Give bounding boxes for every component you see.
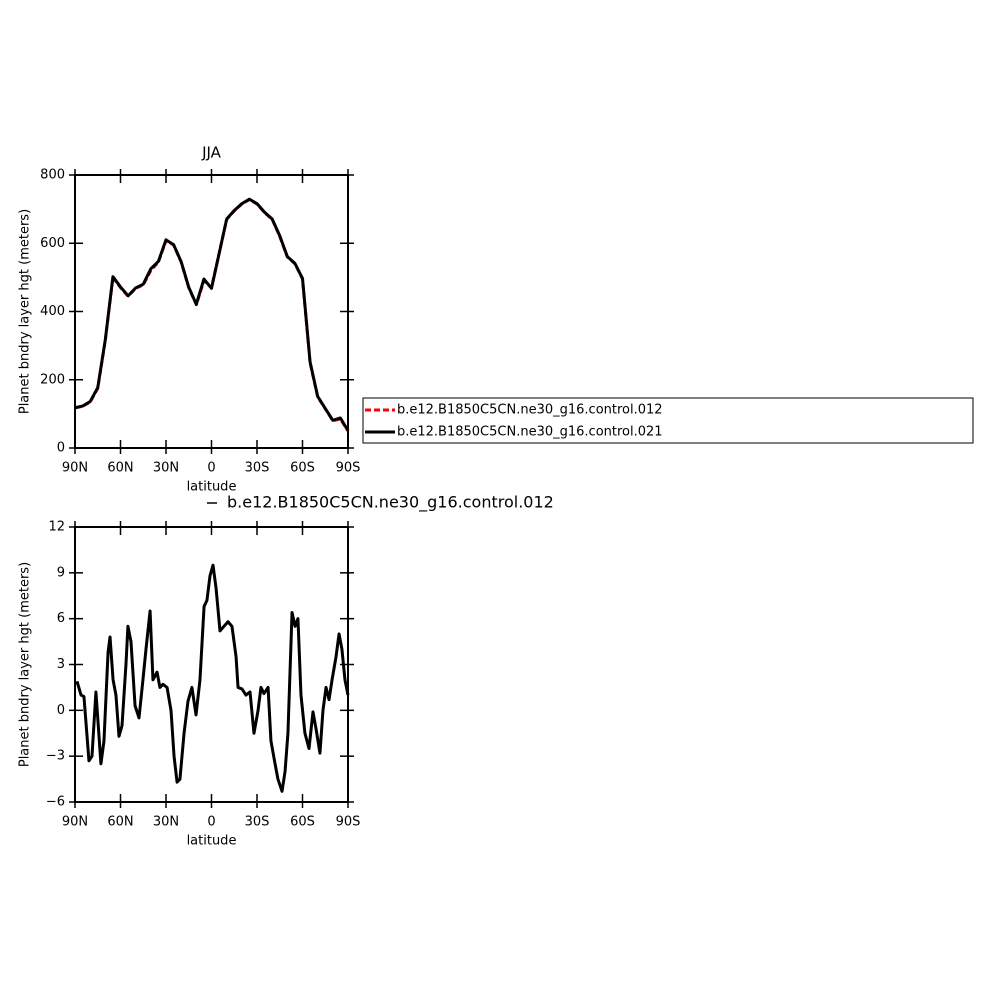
y-tick-label: 800	[40, 168, 65, 183]
x-tick-label: 30N	[153, 461, 179, 476]
series-line	[74, 197, 350, 432]
x-tick-label: 90N	[62, 461, 88, 476]
x-tick-label: 90S	[336, 461, 361, 476]
y-tick-label: 0	[57, 441, 65, 456]
x-axis-label: latitude	[187, 480, 237, 495]
x-tick-label: 0	[207, 815, 215, 830]
y-tick-label: 600	[40, 236, 65, 251]
legend-label: b.e12.B1850C5CN.ne30_g16.control.021	[397, 425, 663, 440]
series-line	[75, 563, 350, 793]
plot-frame	[74, 174, 349, 449]
y-tick-label: 200	[40, 372, 65, 387]
y-tick-label: −3	[46, 749, 65, 764]
y-axis-label: Planet bndry layer hgt (meters)	[18, 209, 33, 414]
x-tick-label: 90S	[336, 815, 361, 830]
x-axis-label: latitude	[187, 834, 237, 849]
x-tick-label: 60S	[290, 461, 315, 476]
x-tick-label: 60N	[107, 815, 133, 830]
x-tick-label: 90N	[62, 815, 88, 830]
x-tick-label: 30S	[245, 461, 270, 476]
y-tick-label: 6	[57, 611, 65, 626]
y-tick-label: 12	[48, 520, 65, 535]
legend-box	[362, 397, 974, 444]
x-tick-label: 30N	[153, 815, 179, 830]
y-tick-label: 9	[57, 565, 65, 580]
y-tick-label: 3	[57, 657, 65, 672]
y-axis-label: Planet bndry layer hgt (meters)	[18, 562, 33, 767]
x-tick-label: 60S	[290, 815, 315, 830]
x-tick-label: 0	[207, 461, 215, 476]
chart-title: JJA	[201, 144, 222, 162]
legend-label: b.e12.B1850C5CN.ne30_g16.control.012	[227, 493, 554, 513]
legend-label: b.e12.B1850C5CN.ne30_g16.control.012	[397, 403, 663, 418]
x-tick-label: 60N	[107, 461, 133, 476]
y-tick-label: −6	[46, 795, 65, 810]
y-tick-label: 400	[40, 304, 65, 319]
x-tick-label: 30S	[245, 815, 270, 830]
y-tick-label: 0	[57, 703, 65, 718]
